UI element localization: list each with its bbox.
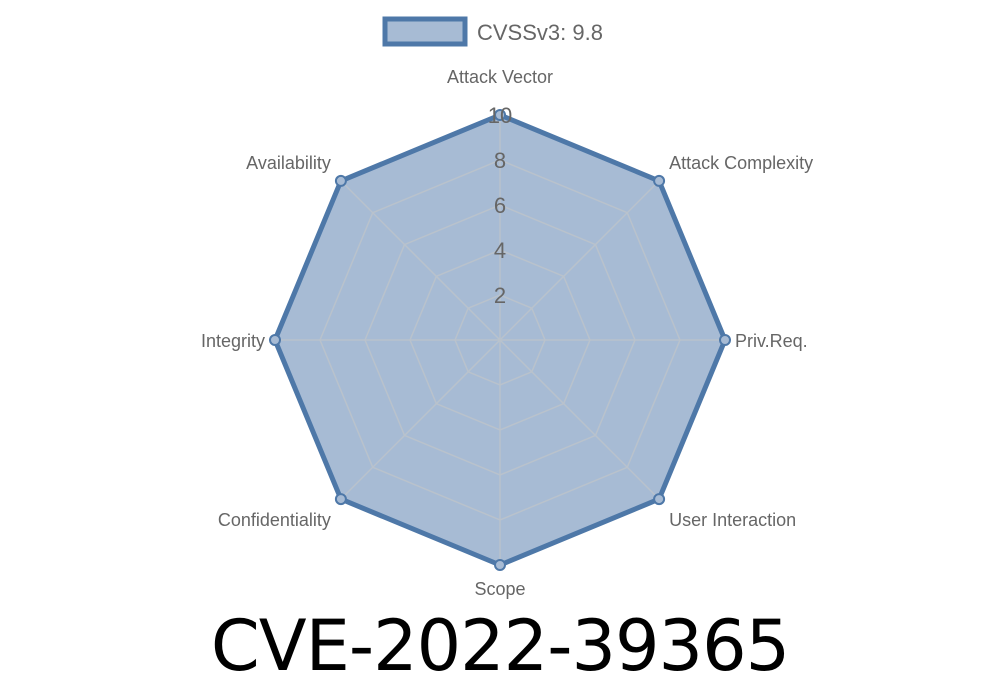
category-label: Confidentiality [218, 510, 331, 530]
legend-label: CVSSv3: 9.8 [477, 20, 603, 45]
category-label: Integrity [201, 331, 265, 351]
legend: CVSSv3: 9.8 [382, 16, 603, 47]
cve-title: CVE-2022-39365 [210, 605, 790, 687]
tick-label: 4 [494, 238, 506, 263]
grid-spoke [499, 339, 660, 500]
tick-label: 10 [488, 103, 512, 128]
tick-label: 6 [494, 193, 506, 218]
grid-spoke [499, 180, 660, 341]
data-point [269, 334, 281, 346]
category-label: Attack Vector [447, 67, 553, 87]
data-point [494, 109, 506, 121]
data-point [494, 559, 506, 571]
category-label: Availability [246, 153, 331, 173]
data-point [653, 174, 666, 187]
data-point [653, 493, 666, 506]
category-label: Priv.Req. [735, 331, 808, 351]
grid-spoke [340, 180, 501, 341]
category-label: Attack Complexity [669, 153, 813, 173]
legend-swatch [382, 16, 468, 47]
data-point [719, 334, 731, 346]
tick-label: 8 [494, 148, 506, 173]
data-point [334, 174, 347, 187]
tick-label: 2 [494, 283, 506, 308]
grid-spoke [340, 339, 501, 500]
category-label: Scope [474, 579, 525, 599]
category-label: User Interaction [669, 510, 796, 530]
data-point [334, 493, 347, 506]
